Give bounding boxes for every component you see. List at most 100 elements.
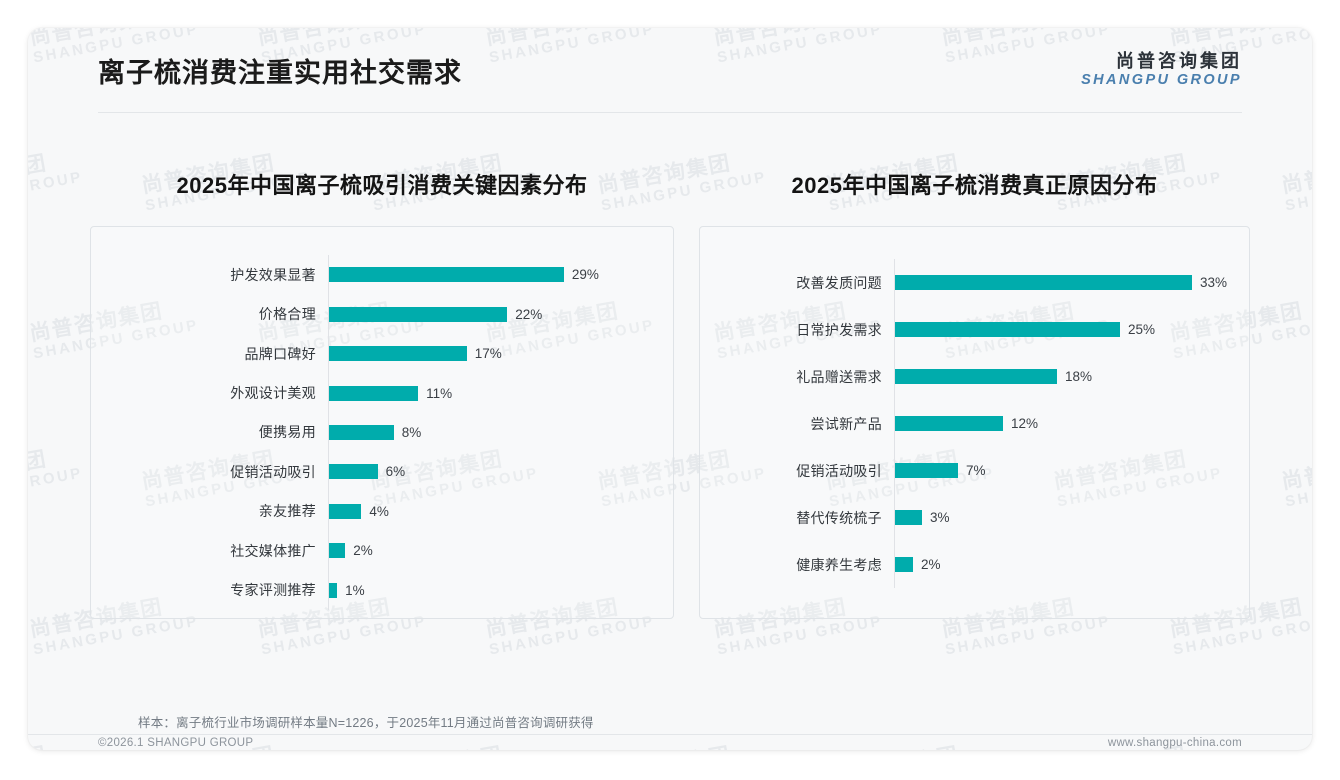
bar-value-label: 4% <box>369 503 389 519</box>
chart-column-right: 2025年中国离子梳消费真正原因分布 改善发质问题 33% 日常护发需求 25% 礼品赠… <box>699 168 1250 619</box>
bar-category-label: 礼品赠送需求 <box>796 368 882 385</box>
bar-value-label: 2% <box>921 557 941 572</box>
bar-category-label: 亲友推荐 <box>258 503 316 520</box>
bar-category-label: 外观设计美观 <box>230 385 316 402</box>
bar-track: 7% <box>894 447 1235 494</box>
bar-category-label: 促销活动吸引 <box>796 462 882 479</box>
footer-divider <box>28 734 1312 735</box>
bar-category-label: 日常护发需求 <box>796 321 882 338</box>
bar-category-label: 替代传统梳子 <box>796 509 882 526</box>
bar-category-label: 促销活动吸引 <box>230 463 316 480</box>
bar-value-label: 25% <box>1128 322 1156 337</box>
bar-track: 1% <box>328 570 659 610</box>
bar-value-label: 11% <box>426 385 453 401</box>
bar-track: 25% <box>894 306 1235 353</box>
charts-container: 2025年中国离子梳吸引消费关键因素分布 护发效果显著 29% 价格合理 22% 品牌口… <box>90 168 1250 619</box>
bar <box>329 582 338 598</box>
bar <box>329 464 378 480</box>
bar-value-label: 7% <box>966 463 986 478</box>
bar-row: 价格合理 22% <box>91 294 659 334</box>
bar-track: 3% <box>894 494 1235 541</box>
bar <box>329 503 362 519</box>
logo-english-name: SHANGPU GROUP <box>1081 72 1242 89</box>
bar-value-label: 18% <box>1065 369 1093 384</box>
chart-panel-right: 改善发质问题 33% 日常护发需求 25% 礼品赠送需求 18% 尝试新产品 12% 促销活动吸… <box>699 226 1250 619</box>
bar-track: 29% <box>328 255 659 295</box>
bar-rows-right: 改善发质问题 33% 日常护发需求 25% 礼品赠送需求 18% 尝试新产品 12% 促销活动吸… <box>700 245 1235 614</box>
bar-value-label: 33% <box>1200 275 1228 290</box>
bar-row: 社交媒体推广 2% <box>91 531 659 571</box>
chart-column-left: 2025年中国离子梳吸引消费关键因素分布 护发效果显著 29% 价格合理 22% 品牌口… <box>90 168 674 619</box>
chart-panel-left: 护发效果显著 29% 价格合理 22% 品牌口碑好 17% 外观设计美观 11% 便携易用 8% 促… <box>90 226 674 619</box>
chart-title-right: 2025年中国离子梳消费真正原因分布 <box>791 173 1158 198</box>
brand-logo: 尚普咨询集团 SHANGPU GROUP <box>1081 51 1242 88</box>
bar-category-label: 健康养生考虑 <box>796 556 882 573</box>
bar-value-label: 17% <box>474 346 502 362</box>
bar-category-label: 社交媒体推广 <box>230 542 316 559</box>
bar-category-label: 便携易用 <box>258 424 316 441</box>
bar-rows-left: 护发效果显著 29% 价格合理 22% 品牌口碑好 17% 外观设计美观 11% 便携易用 8% 促… <box>91 245 659 610</box>
slide-footer: ©2026.1 SHANGPU GROUP www.shangpu-china.… <box>28 735 1312 750</box>
bar-row: 便携易用 8% <box>91 412 659 453</box>
bar <box>895 557 913 572</box>
bar <box>895 322 1120 337</box>
bar-track: 33% <box>894 259 1235 306</box>
bar-track: 2% <box>328 531 659 571</box>
bar <box>329 424 394 440</box>
bar <box>895 275 1192 290</box>
bar-row: 礼品赠送需求 18% <box>700 353 1235 400</box>
bar <box>329 385 419 401</box>
bar-value-label: 12% <box>1011 416 1039 431</box>
bar-category-label: 品牌口碑好 <box>244 345 316 362</box>
bar-value-label: 22% <box>515 306 543 322</box>
bar <box>329 346 467 362</box>
bar-row: 促销活动吸引 7% <box>700 447 1235 494</box>
bar-value-label: 2% <box>353 543 373 559</box>
bar-category-label: 尝试新产品 <box>810 415 882 432</box>
bar-track: 12% <box>894 400 1235 447</box>
bar <box>329 306 508 322</box>
logo-chinese-name: 尚普咨询集团 <box>1116 51 1242 72</box>
bar-category-label: 护发效果显著 <box>230 266 316 283</box>
bar-track: 17% <box>328 333 659 374</box>
bar <box>895 510 922 525</box>
bar-row: 护发效果显著 29% <box>91 255 659 295</box>
bar <box>895 416 1003 431</box>
bar-value-label: 3% <box>930 510 950 525</box>
bar-track: 8% <box>328 412 659 453</box>
bar-track: 18% <box>894 353 1235 400</box>
bar-track: 11% <box>328 373 659 413</box>
bar-row: 专家评测推荐 1% <box>91 570 659 610</box>
bar-value-label: 1% <box>345 582 365 598</box>
bar-row: 品牌口碑好 17% <box>91 333 659 374</box>
bar-value-label: 8% <box>401 424 422 440</box>
bar-row: 日常护发需求 25% <box>700 306 1235 353</box>
bar-row: 亲友推荐 4% <box>91 491 659 532</box>
bar <box>329 267 564 283</box>
bar <box>329 543 346 559</box>
bar-track: 6% <box>328 452 659 492</box>
bar-row: 外观设计美观 11% <box>91 373 659 413</box>
bar-track: 4% <box>328 491 659 532</box>
footer-copyright: ©2026.1 SHANGPU GROUP <box>98 736 254 749</box>
bar-row: 替代传统梳子 3% <box>700 494 1235 541</box>
bar-row: 改善发质问题 33% <box>700 259 1235 306</box>
footer-website: www.shangpu-china.com <box>1107 736 1242 749</box>
bar-category-label: 改善发质问题 <box>796 274 882 291</box>
bar <box>895 463 958 478</box>
bar-row: 尝试新产品 12% <box>700 400 1235 447</box>
bar-value-label: 6% <box>385 464 406 480</box>
bar-value-label: 29% <box>571 267 599 283</box>
sample-footnote: 样本：离子梳行业市场调研样本量N=1226，于2025年11月通过尚普咨询调研获… <box>138 716 594 730</box>
bar <box>895 369 1057 384</box>
bar-row: 促销活动吸引 6% <box>91 452 659 492</box>
header-divider <box>98 112 1242 113</box>
chart-title-left: 2025年中国离子梳吸引消费关键因素分布 <box>176 173 588 198</box>
bar-row: 健康养生考虑 2% <box>700 541 1235 588</box>
page-title: 离子梳消费注重实用社交需求 <box>98 57 462 88</box>
